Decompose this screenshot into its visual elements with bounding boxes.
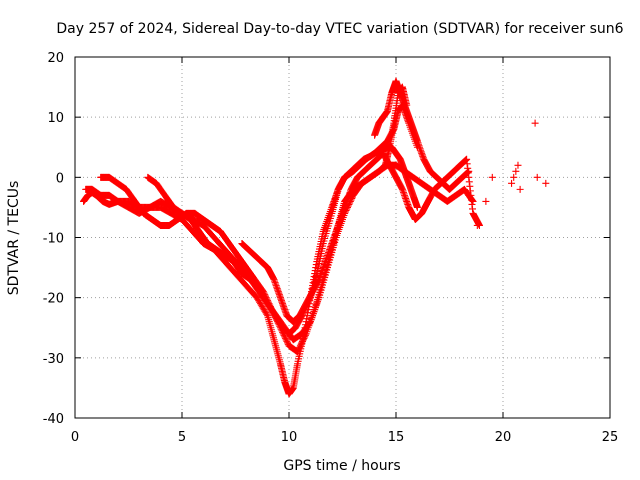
x-tick-label: 0	[71, 430, 79, 445]
data-point	[465, 191, 473, 199]
x-tick-label: 10	[281, 430, 298, 445]
data-point	[512, 167, 520, 175]
data-point	[306, 319, 314, 327]
data-point	[282, 336, 290, 344]
data-point	[281, 333, 289, 341]
data-point	[253, 294, 261, 302]
series-late-points	[465, 119, 550, 229]
data-point	[482, 197, 490, 205]
data-point	[297, 340, 305, 348]
x-tick-label: 15	[388, 430, 405, 445]
data-point	[284, 339, 292, 347]
x-tick-label: 25	[602, 430, 619, 445]
series-track-e	[238, 149, 483, 326]
data-point	[531, 119, 539, 127]
data-point	[299, 337, 307, 345]
data-point	[281, 334, 289, 342]
x-tick-label: 5	[178, 430, 186, 445]
data-point	[256, 300, 264, 308]
data-point	[300, 334, 308, 342]
data-point	[508, 179, 516, 187]
y-axis-title: SDTVAR / TECUs	[6, 181, 22, 296]
x-axis-title: GPS time / hours	[283, 458, 400, 474]
series-track-d	[144, 161, 477, 344]
data-point	[542, 179, 550, 187]
y-tick-label: -20	[43, 292, 64, 307]
data-point	[283, 337, 291, 345]
data-point	[299, 336, 307, 344]
data-point	[259, 304, 267, 312]
y-tick-label: -10	[43, 232, 64, 247]
data-point	[413, 203, 421, 211]
y-tick-label: -40	[43, 412, 64, 427]
y-tick-label: 10	[47, 111, 64, 126]
y-tick-labels: -40 -30 -20 -10 0 10 20	[43, 51, 64, 427]
data-point	[510, 173, 518, 181]
data-point	[294, 348, 302, 356]
data-point	[473, 221, 481, 229]
data-point	[514, 161, 522, 169]
data-point	[258, 303, 266, 311]
x-tick-label: 20	[495, 430, 512, 445]
series-track-f	[371, 77, 473, 193]
y-tick-label: -30	[43, 352, 64, 367]
x-tick-labels: 0 5 10 15 20 25	[71, 430, 618, 445]
data-point	[295, 345, 303, 353]
data-point	[298, 339, 306, 347]
data-point	[262, 309, 270, 317]
data-point	[296, 342, 304, 350]
data-point	[254, 295, 262, 303]
data-point	[263, 310, 271, 318]
data-marks	[80, 77, 550, 398]
data-point	[469, 197, 477, 205]
data-point	[533, 173, 541, 181]
data-point	[465, 167, 473, 175]
data-point	[516, 185, 524, 193]
chart-title: Day 257 of 2024, Sidereal Day-to-day VTE…	[56, 21, 623, 37]
data-point	[294, 346, 302, 354]
axis-ticks	[74, 56, 611, 419]
y-tick-label: 20	[47, 51, 64, 66]
data-point	[488, 173, 496, 181]
data-point	[296, 343, 304, 351]
y-tick-label: 0	[56, 171, 64, 186]
